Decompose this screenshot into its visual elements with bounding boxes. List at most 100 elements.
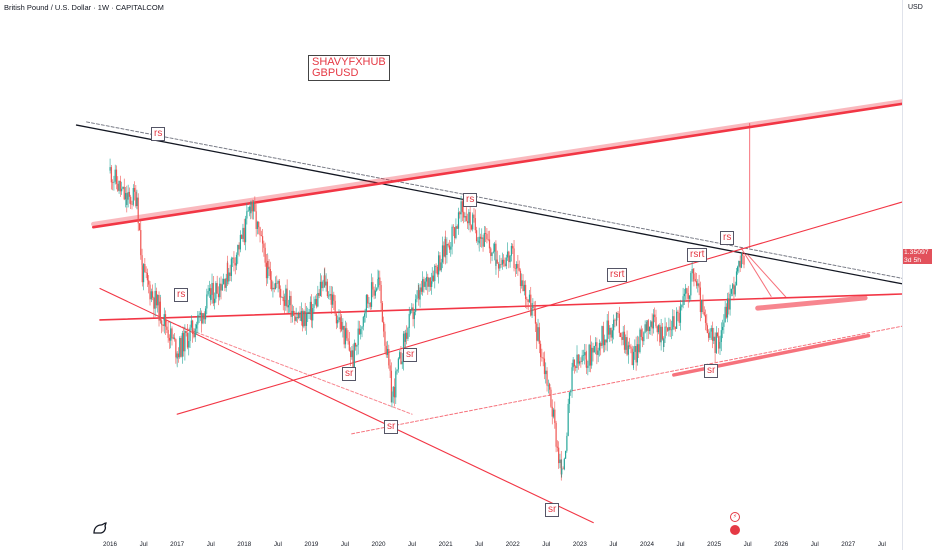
support-zone-bar[interactable] <box>672 333 871 377</box>
candle-body <box>277 280 279 284</box>
descending-support-dashed-line[interactable] <box>163 319 413 415</box>
candle-body <box>664 326 666 339</box>
candle-body <box>573 359 576 367</box>
candle-body <box>362 316 364 327</box>
rising-channel-top-glow[interactable] <box>91 99 905 227</box>
candle-body <box>685 288 687 294</box>
descending-support-line[interactable] <box>99 287 594 524</box>
candle-body <box>131 204 133 205</box>
alert-icon[interactable]: ⚡ <box>730 512 740 522</box>
annotation-label[interactable]: rs <box>174 288 189 302</box>
descending-resistance-dashed-line[interactable] <box>86 121 903 279</box>
candle-body <box>396 369 398 372</box>
annotation-label[interactable]: sr <box>342 367 357 381</box>
candle-body <box>543 358 546 375</box>
candle-body <box>454 227 456 239</box>
candle-body <box>525 284 527 300</box>
target-zone-bar[interactable] <box>755 295 868 311</box>
candle-body <box>124 192 127 200</box>
candle-body <box>631 348 633 366</box>
candle-body <box>321 281 323 289</box>
candle-body <box>443 245 445 257</box>
candle-body <box>184 330 186 352</box>
rising-channel-top-line[interactable] <box>91 102 904 229</box>
candle-body <box>678 312 680 323</box>
flag-icon[interactable] <box>730 525 740 535</box>
candle-body <box>172 337 174 339</box>
tradingview-logo-icon[interactable] <box>92 521 108 535</box>
bar-countdown: 3d 5h <box>904 256 922 264</box>
price-axis[interactable] <box>902 0 932 550</box>
candle-body <box>170 328 172 341</box>
currency-label[interactable]: USD <box>908 4 923 11</box>
candle-body <box>738 260 740 267</box>
candle-body <box>533 307 535 310</box>
candle-body <box>217 293 220 298</box>
candle-body <box>130 196 132 205</box>
annotation-label[interactable]: rs <box>151 127 166 141</box>
candle-body <box>183 333 185 352</box>
projection-drop-line[interactable] <box>740 247 772 297</box>
candle-body <box>483 233 485 247</box>
candle-body <box>431 275 433 282</box>
candle-body <box>445 239 447 255</box>
candle-body <box>617 312 619 314</box>
candle-body <box>560 459 562 475</box>
candle-body <box>641 336 644 342</box>
candle-body <box>422 279 424 292</box>
candle-body <box>246 211 248 219</box>
pivot-line[interactable] <box>99 293 903 321</box>
candle-body <box>406 332 408 339</box>
candle-body <box>632 351 635 363</box>
candle-body <box>239 234 241 250</box>
candle-body <box>660 326 662 343</box>
annotation-label[interactable]: rsrt <box>687 248 708 262</box>
candle-body <box>514 267 516 269</box>
candle-body <box>485 233 487 234</box>
candle-body <box>735 271 738 286</box>
x-tick-label: Jul <box>341 541 349 548</box>
candle-body <box>468 212 470 224</box>
candle-body <box>611 330 613 338</box>
candle-body <box>495 259 497 266</box>
candle-body <box>341 321 343 330</box>
annotation-label[interactable]: rsrt <box>607 268 628 282</box>
candle-body <box>566 435 568 451</box>
candle-body <box>335 313 338 324</box>
candle-body <box>210 294 212 300</box>
annotation-label[interactable]: rs <box>463 193 478 207</box>
x-tick-label: Jul <box>207 541 215 548</box>
annotation-label[interactable]: rs <box>720 231 735 245</box>
candle-body <box>339 317 341 330</box>
candle-body <box>508 251 510 263</box>
candle-body <box>558 447 560 464</box>
candle-body <box>269 269 271 280</box>
candle-body <box>303 311 305 327</box>
candle-body <box>478 236 480 244</box>
candle-body <box>506 251 509 258</box>
candle-body <box>203 313 205 320</box>
annotation-label[interactable]: sr <box>704 364 719 378</box>
candle-body <box>118 180 120 191</box>
candle-body <box>540 343 542 358</box>
candle-body <box>344 328 347 345</box>
rising-diagonal-line[interactable] <box>176 201 903 415</box>
candle-body <box>295 317 297 321</box>
candle-body <box>193 334 195 338</box>
projection-arrow-line[interactable] <box>747 254 787 298</box>
candle-body <box>206 294 208 309</box>
candle-body <box>325 281 327 286</box>
candle-body <box>381 303 383 322</box>
candle-body <box>668 327 670 331</box>
annotation-label[interactable]: sr <box>384 420 399 434</box>
annotation-label[interactable]: sr <box>545 503 560 517</box>
candle-body <box>706 322 708 326</box>
descending-resistance-line[interactable] <box>75 124 903 285</box>
annotation-label[interactable]: sr <box>403 348 418 362</box>
candle-body <box>372 282 374 290</box>
candle-body <box>512 246 514 249</box>
candle-body <box>330 293 332 305</box>
lower-rising-dashed-line[interactable] <box>351 325 903 435</box>
